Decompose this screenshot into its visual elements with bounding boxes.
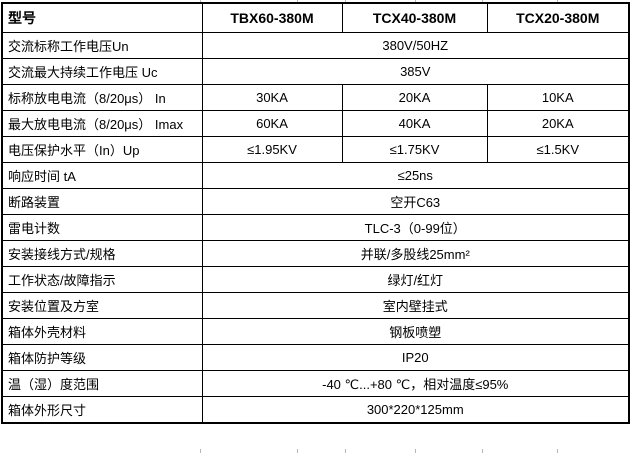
- gridline-stub: [200, 0, 201, 2]
- table-row: 箱体外壳材料 钢板喷塑: [1, 318, 630, 345]
- row-value-merged: TLC-3（0-99位）: [201, 214, 630, 241]
- row-label: 交流标称工作电压Un: [1, 32, 203, 59]
- row-value-merged: 绿灯/红灯: [201, 266, 630, 293]
- table-row: 箱体外形尺寸 300*220*125mm: [1, 396, 630, 424]
- row-value: ≤1.75KV: [341, 136, 488, 163]
- row-label: 箱体外形尺寸: [1, 396, 203, 424]
- table-row: 安装位置及方室 室内壁挂式: [1, 292, 630, 319]
- table-row: 电压保护水平（In）Up ≤1.95KV ≤1.75KV ≤1.5KV: [1, 136, 630, 163]
- table-row: 温（湿）度范围 -40 ℃...+80 ℃，相对温度≤95%: [1, 370, 630, 397]
- row-value-merged: IP20: [201, 344, 630, 371]
- row-label: 温（湿）度范围: [1, 370, 203, 397]
- row-value: ≤1.5KV: [486, 136, 630, 163]
- gridline-stub: [200, 449, 201, 453]
- row-value-merged: 385V: [201, 58, 630, 85]
- row-value-merged: 钢板喷塑: [201, 318, 630, 345]
- row-value: 60KA: [201, 110, 343, 137]
- row-label: 安装位置及方室: [1, 292, 203, 319]
- row-value-merged: ≤25ns: [201, 162, 630, 189]
- header-row: 型号 TBX60-380M TCX40-380M TCX20-380M: [1, 2, 630, 33]
- gridline-stub: [482, 449, 483, 453]
- row-label: 电压保护水平（In）Up: [1, 136, 203, 163]
- row-value: 10KA: [486, 84, 630, 111]
- table-row: 交流最大持续工作电压 Uc 385V: [1, 58, 630, 85]
- row-label: 雷电计数: [1, 214, 203, 241]
- header-model-label: 型号: [1, 2, 203, 33]
- table-row: 交流标称工作电压Un 380V/50HZ: [1, 32, 630, 59]
- gridline-stub: [415, 449, 416, 453]
- table-row: 安装接线方式/规格 并联/多股线25mm²: [1, 240, 630, 267]
- gridline-stub: [297, 449, 298, 453]
- row-label: 安装接线方式/规格: [1, 240, 203, 267]
- header-model-1: TBX60-380M: [201, 2, 343, 33]
- row-label: 断路装置: [1, 188, 203, 215]
- gridline-stub: [345, 449, 346, 453]
- row-label: 响应时间 tA: [1, 162, 203, 189]
- row-label: 最大放电电流（8/20μs） Imax: [1, 110, 203, 137]
- gridline-stub: [482, 0, 483, 2]
- gridline-stub: [345, 0, 346, 2]
- spec-table-container: 型号 TBX60-380M TCX40-380M TCX20-380M 交流标称…: [1, 2, 630, 424]
- row-value: 20KA: [341, 84, 488, 111]
- row-label: 交流最大持续工作电压 Uc: [1, 58, 203, 85]
- table-row: 雷电计数 TLC-3（0-99位）: [1, 214, 630, 241]
- row-value-merged: 室内壁挂式: [201, 292, 630, 319]
- table-row: 箱体防护等级 IP20: [1, 344, 630, 371]
- table-row: 工作状态/故障指示 绿灯/红灯: [1, 266, 630, 293]
- gridline-stub: [557, 0, 558, 2]
- table-row: 最大放电电流（8/20μs） Imax 60KA 40KA 20KA: [1, 110, 630, 137]
- row-value-merged: -40 ℃...+80 ℃，相对温度≤95%: [201, 370, 630, 397]
- row-value: ≤1.95KV: [201, 136, 343, 163]
- row-label: 工作状态/故障指示: [1, 266, 203, 293]
- table-row: 响应时间 tA ≤25ns: [1, 162, 630, 189]
- gridline-stub: [557, 449, 558, 453]
- row-value: 30KA: [201, 84, 343, 111]
- spec-table-body: 交流标称工作电压Un 380V/50HZ 交流最大持续工作电压 Uc 385V 标称放电…: [1, 32, 630, 424]
- row-value-merged: 300*220*125mm: [201, 396, 630, 424]
- gridline-stub: [415, 0, 416, 2]
- row-value: 40KA: [341, 110, 488, 137]
- gridline-stub: [297, 0, 298, 2]
- row-label: 箱体防护等级: [1, 344, 203, 371]
- header-model-2: TCX40-380M: [341, 2, 488, 33]
- spec-table: 型号 TBX60-380M TCX40-380M TCX20-380M 交流标称…: [1, 2, 630, 424]
- table-row: 标称放电电流（8/20μs） In 30KA 20KA 10KA: [1, 84, 630, 111]
- table-row: 断路装置 空开C63: [1, 188, 630, 215]
- row-value-merged: 并联/多股线25mm²: [201, 240, 630, 267]
- header-model-3: TCX20-380M: [486, 2, 630, 33]
- row-label: 标称放电电流（8/20μs） In: [1, 84, 203, 111]
- row-value-merged: 空开C63: [201, 188, 630, 215]
- row-value-merged: 380V/50HZ: [201, 32, 630, 59]
- row-label: 箱体外壳材料: [1, 318, 203, 345]
- row-value: 20KA: [486, 110, 630, 137]
